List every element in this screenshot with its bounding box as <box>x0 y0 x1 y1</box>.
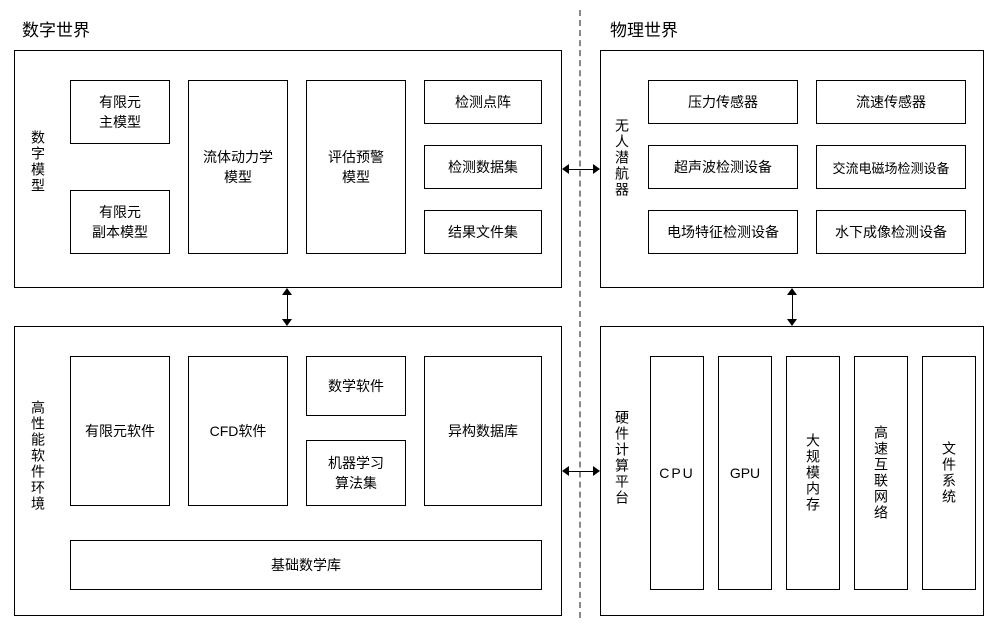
box-ml-algo: 机器学习 算法集 <box>306 440 406 506</box>
arrow-uuv-hw <box>785 288 799 326</box>
box-net-text: 高速互联网络 <box>871 425 891 521</box>
box-uw-imaging-text: 水下成像检测设备 <box>835 222 947 242</box>
box-cfd-model: 流体动力学 模型 <box>188 80 288 254</box>
box-hetero-db-text: 异构数据库 <box>448 421 518 441</box>
box-eval-alert: 评估预警 模型 <box>306 80 406 254</box>
box-fs-text: 文件系统 <box>939 441 959 505</box>
title-digital-world: 数字世界 <box>22 16 90 41</box>
box-ultrasonic-text: 超声波检测设备 <box>674 157 772 177</box>
box-ml-algo-text: 机器学习 算法集 <box>328 453 384 493</box>
box-math-sw-text: 数学软件 <box>328 376 384 396</box>
box-fem-copy: 有限元 副本模型 <box>70 190 170 254</box>
panel-hw-platform-label: 硬件计算平台 <box>612 410 632 506</box>
box-cpu: CPU <box>650 356 704 590</box>
box-fem-main-text: 有限元 主模型 <box>99 92 141 132</box>
world-divider <box>579 10 581 618</box>
box-detect-points-text: 检测点阵 <box>455 92 511 112</box>
box-hetero-db: 异构数据库 <box>424 356 542 506</box>
box-result-files: 结果文件集 <box>424 210 542 254</box>
arrow-sw-hw <box>562 464 600 478</box>
panel-digital-model-label: 数字模型 <box>28 130 48 194</box>
box-ultrasonic: 超声波检测设备 <box>648 145 798 189</box>
box-fem-sw-text: 有限元软件 <box>85 421 155 441</box>
box-detect-points: 检测点阵 <box>424 80 542 124</box>
box-mem: 大规模内存 <box>786 356 840 590</box>
box-eval-alert-text: 评估预警 模型 <box>328 147 384 187</box>
box-detect-dataset-text: 检测数据集 <box>448 157 518 177</box>
arrow-dm-uuv <box>562 162 600 176</box>
box-base-math-text: 基础数学库 <box>271 555 341 575</box>
box-base-math: 基础数学库 <box>70 540 542 590</box>
box-mem-text: 大规模内存 <box>803 433 823 513</box>
box-detect-dataset: 检测数据集 <box>424 145 542 189</box>
box-fem-copy-text: 有限元 副本模型 <box>92 202 148 242</box>
box-cfd-sw-text: CFD软件 <box>210 421 267 441</box>
box-efield: 电场特征检测设备 <box>648 210 798 254</box>
panel-uuv-label: 无人潜航器 <box>612 118 632 198</box>
box-cpu-text: CPU <box>659 465 695 481</box>
box-net: 高速互联网络 <box>854 356 908 590</box>
box-cfd-sw: CFD软件 <box>188 356 288 506</box>
box-math-sw: 数学软件 <box>306 356 406 416</box>
arrow-dm-sw <box>280 288 294 326</box>
box-uw-imaging: 水下成像检测设备 <box>816 210 966 254</box>
panel-hp-software-label: 高性能软件环境 <box>28 400 48 512</box>
box-gpu-text: GPU <box>730 465 760 481</box>
box-gpu: GPU <box>718 356 772 590</box>
diagram-canvas: 数字世界 物理世界 数字模型 有限元 主模型 有限元 副本模型 流体动力学 模型… <box>0 0 1000 629</box>
title-physical-world: 物理世界 <box>610 16 678 41</box>
box-acfm-text: 交流电磁场检测设备 <box>832 158 949 177</box>
box-result-files-text: 结果文件集 <box>448 222 518 242</box>
box-fem-sw: 有限元软件 <box>70 356 170 506</box>
box-fem-main: 有限元 主模型 <box>70 80 170 144</box>
box-fs: 文件系统 <box>922 356 976 590</box>
box-pressure-sensor-text: 压力传感器 <box>688 92 758 112</box>
box-efield-text: 电场特征检测设备 <box>667 222 779 242</box>
box-pressure-sensor: 压力传感器 <box>648 80 798 124</box>
box-flow-sensor: 流速传感器 <box>816 80 966 124</box>
box-acfm: 交流电磁场检测设备 <box>816 145 966 189</box>
box-cfd-model-text: 流体动力学 模型 <box>203 147 273 187</box>
box-flow-sensor-text: 流速传感器 <box>856 92 926 112</box>
